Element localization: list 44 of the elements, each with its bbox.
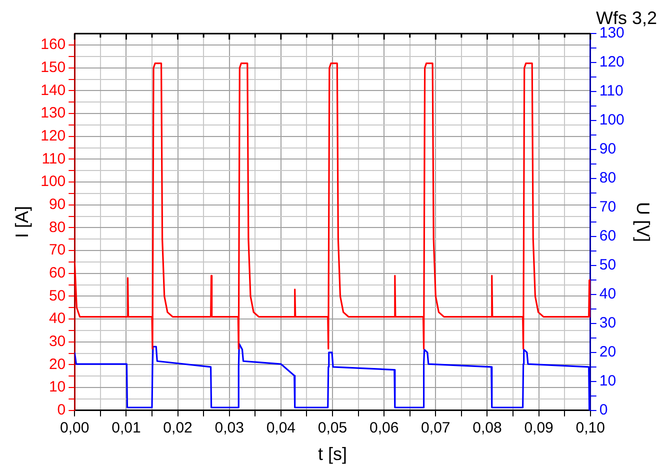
y-tick-label: 70 [48,242,66,259]
y2-tick-label: 120 [599,54,624,71]
y-tick-label: 10 [48,378,66,396]
x-tick-label: 0,00 [60,420,90,437]
y-tick-label: 110 [42,150,66,168]
y-tick-label: 60 [48,264,66,282]
y2-tick-label: 100 [599,112,624,129]
x-tick-label: 0,02 [163,420,192,437]
y2-tick-label: 90 [599,140,616,158]
y2-tick-label: 70 [599,198,616,216]
y-tick-label: 130 [40,104,66,122]
y-tick-label: 80 [48,218,66,236]
y2-tick-label: 50 [599,256,616,274]
y2-tick-label: 40 [599,286,616,303]
x-tick-label: 0,03 [214,420,244,437]
y-tick-label: 30 [48,333,66,350]
x-tick-label: 0,09 [524,420,554,437]
y-tick-label: 40 [48,310,66,328]
x-tick-label: 0,10 [576,420,605,437]
y2-tick-label: 10 [599,372,616,390]
y2-tick-label: 110 [599,82,624,100]
y-tick-label: 140 [40,82,66,99]
y-tick-label: 50 [48,287,66,304]
x-tick-label: 0,01 [112,420,141,437]
y2-tick-label: 30 [599,314,616,332]
x-tick-label: 0,06 [369,420,399,437]
y-axis-title: I [A] [12,206,32,238]
y-tick-label: 90 [48,196,66,214]
y2-tick-label: 80 [599,170,616,187]
y2-axis-title: U [V] [633,202,654,242]
y-tick-label: 120 [40,128,66,145]
y2-tick-label: 60 [599,228,616,245]
y-tick-label: 160 [40,36,66,54]
x-tick-label: 0,04 [266,420,296,437]
y-tick-label: 0 [57,402,66,419]
y2-tick-label: 20 [599,344,616,361]
y2-tick-label: 0 [599,402,608,419]
x-tick-label: 0,05 [318,420,348,437]
x-axis-title: t [s] [318,444,348,464]
y-tick-label: 100 [40,173,66,190]
x-tick-label: 0,07 [421,420,450,437]
y-tick-label: 150 [40,58,66,76]
x-tick-label: 0,08 [472,420,502,437]
y-tick-label: 20 [48,356,66,373]
